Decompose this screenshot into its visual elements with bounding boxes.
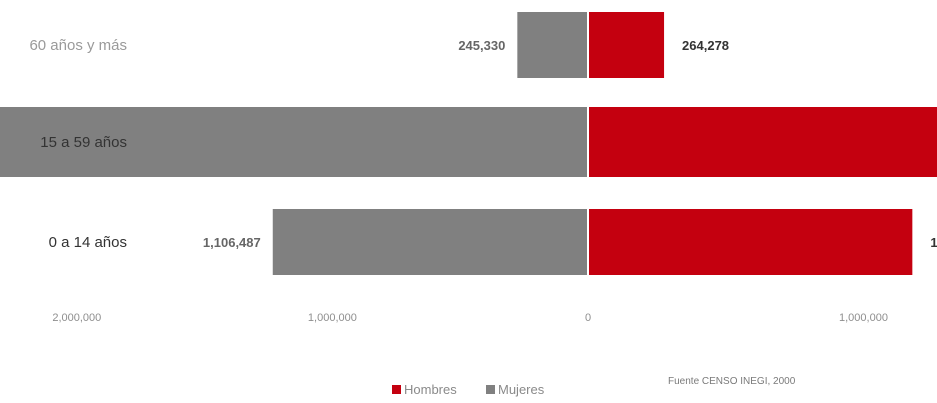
bar-hombres-60-anos-y-mas	[589, 12, 665, 78]
value-label-mujeres-60-anos-y-mas: 245,330	[458, 38, 505, 53]
legend-swatch-hombres	[392, 385, 401, 394]
value-label-hombres-60-anos-y-mas: 264,278	[682, 38, 729, 53]
bar-mujeres-60-anos-y-mas	[517, 12, 587, 78]
legend: Hombres Mujeres	[392, 382, 545, 397]
bar-hombres-0-a-14-anos	[589, 209, 913, 275]
category-label-60-anos-y-mas: 60 años y más	[29, 37, 127, 54]
bar-mujeres-15-a-59-anos	[0, 107, 587, 177]
x-tick-label: 2,000,000	[52, 312, 101, 324]
source-note: Fuente CENSO INEGI, 2000	[668, 376, 796, 387]
x-tick-label: 1,000,000	[839, 312, 888, 324]
bars-group	[0, 12, 937, 275]
bar-hombres-15-a-59-anos	[589, 107, 937, 177]
category-label-0-a-14-anos: 0 a 14 años	[49, 234, 127, 251]
value-label-hombres-0-a-14-anos: 1,138,527	[930, 235, 937, 250]
category-label-15-a-59-anos: 15 a 59 años	[40, 134, 127, 151]
x-axis-ticks: 4,000,0003,000,0002,000,0001,000,00001,0…	[52, 312, 888, 324]
bar-mujeres-0-a-14-anos	[272, 209, 587, 275]
legend-swatch-mujeres	[486, 385, 495, 394]
value-label-mujeres-0-a-14-anos: 1,106,487	[203, 235, 261, 250]
legend-label-mujeres: Mujeres	[498, 382, 545, 397]
x-tick-label: 1,000,000	[308, 312, 357, 324]
legend-label-hombres: Hombres	[404, 382, 457, 397]
x-tick-label: 0	[585, 312, 591, 324]
